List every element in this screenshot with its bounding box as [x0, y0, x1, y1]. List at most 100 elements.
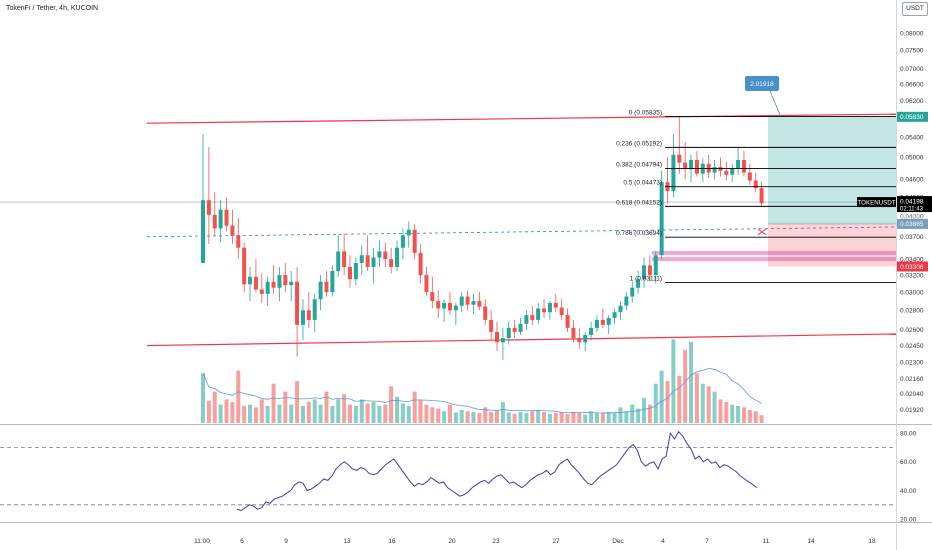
- last-price-countdown: 02:11:43: [900, 207, 924, 213]
- candle-body: [571, 327, 576, 339]
- entry-price-tag: [897, 218, 928, 229]
- volume-bar: [289, 404, 294, 423]
- faded-price-label: 0.04000: [900, 214, 924, 221]
- candle-body: [359, 255, 364, 264]
- y-axis-tick-label: 0.06600: [900, 81, 924, 88]
- candle-body: [612, 312, 617, 318]
- candle-body: [465, 296, 470, 305]
- volume-bar: [471, 412, 476, 423]
- candle-body: [277, 275, 282, 288]
- volume-bar: [300, 405, 305, 423]
- volume-bar: [248, 404, 253, 423]
- candle-body: [430, 292, 435, 302]
- channel-lower-line: [146, 333, 897, 347]
- x-axis-tick-label: 13: [343, 538, 351, 545]
- volume-bar: [348, 404, 352, 423]
- volume-bar: [318, 404, 323, 423]
- volume-bar: [389, 386, 394, 423]
- candle-body: [453, 305, 458, 311]
- volume-bars: [201, 339, 764, 423]
- volume-bar: [424, 404, 429, 423]
- volume-bar: [383, 404, 388, 423]
- fib-level-label: 0.786 (0.03694): [616, 230, 662, 237]
- volume-bar: [230, 402, 235, 423]
- volume-bar: [295, 381, 300, 423]
- volume-bar: [353, 405, 358, 423]
- candle-body: [524, 315, 529, 324]
- y-axis-tick-label: 0.05000: [900, 155, 924, 162]
- volume-bar: [718, 399, 723, 423]
- volume-bar: [689, 341, 694, 423]
- x-axis-tick-label: 23: [492, 538, 500, 545]
- fib-level-label: 0.236 (0.05192): [616, 140, 662, 147]
- volume-bar: [547, 413, 552, 423]
- candle-body: [559, 307, 564, 316]
- candle-body: [483, 306, 488, 320]
- volume-bar: [524, 413, 529, 423]
- volume-bar: [700, 383, 705, 423]
- volume-bar: [536, 409, 541, 423]
- candle-body: [383, 251, 388, 260]
- volume-bar: [636, 408, 641, 423]
- volume-bar: [671, 339, 676, 423]
- candle-body: [642, 265, 646, 280]
- stop-price-tag-text: 0.03306: [900, 264, 924, 271]
- volume-bar: [724, 402, 729, 423]
- volume-bar: [436, 408, 441, 423]
- candle-body: [424, 275, 429, 293]
- volume-bar: [712, 391, 717, 423]
- candle-body: [206, 200, 211, 215]
- y-axis-tick-label: 0.03200: [900, 272, 924, 279]
- x-axis-tick-label: 18: [868, 538, 876, 545]
- volume-bar: [359, 399, 364, 423]
- volume-bar: [365, 403, 370, 423]
- volume-bar: [618, 407, 623, 423]
- volume-bar: [577, 413, 582, 423]
- volume-bar: [447, 404, 452, 423]
- stop-zone: [768, 223, 896, 267]
- x-axis-tick-label: 11:00: [194, 538, 210, 545]
- x-axis-tick-label: 6: [240, 538, 244, 545]
- volume-bar: [694, 373, 699, 423]
- candle-body: [412, 229, 417, 253]
- candle-body: [300, 310, 305, 325]
- candle-body: [730, 168, 735, 175]
- candle-body: [718, 166, 723, 171]
- rsi-axis-tick-label: 60.00: [900, 459, 917, 466]
- y-axis-tick-label: 0.06200: [900, 98, 924, 105]
- candle-body: [671, 154, 676, 192]
- x-axis-tick-label: 4: [661, 538, 665, 545]
- y-axis-tick-label: 0.07000: [900, 66, 924, 73]
- volume-bar: [630, 404, 635, 423]
- currency-button[interactable]: USDT: [902, 2, 928, 16]
- x-axis-tick-label: 7: [705, 538, 709, 545]
- candle-body: [630, 287, 635, 297]
- volume-bar: [430, 407, 435, 423]
- volume-bar: [542, 412, 547, 423]
- chart-title: TokenFi / Tether, 4h, KUCOIN: [6, 5, 99, 12]
- y-axis-tick-label: 0.02300: [900, 360, 924, 367]
- last-price-tag: [897, 196, 932, 213]
- candle-body: [659, 182, 664, 256]
- y-axis-tick-label: 0.04600: [900, 177, 924, 184]
- volume-bar: [342, 394, 347, 423]
- candle-body: [230, 225, 235, 236]
- candle-body: [536, 308, 541, 320]
- candle-body: [694, 159, 699, 174]
- volume-bar: [224, 399, 229, 423]
- volume-bar: [236, 370, 241, 423]
- y-axis-tick-label: 0.02450: [900, 343, 924, 350]
- axes: 0.08000 0.07500 0.07000 0.06600 0.06200 0.058…: [194, 31, 932, 545]
- volume-bar: [600, 412, 605, 423]
- target-zone: [768, 116, 896, 224]
- volume-bar: [571, 412, 576, 423]
- candle-body: [547, 302, 552, 313]
- volume-bar: [518, 412, 523, 423]
- candle-body: [624, 296, 629, 306]
- candle-body: [271, 281, 276, 288]
- volume-bar: [736, 405, 741, 423]
- candle-body: [471, 301, 476, 305]
